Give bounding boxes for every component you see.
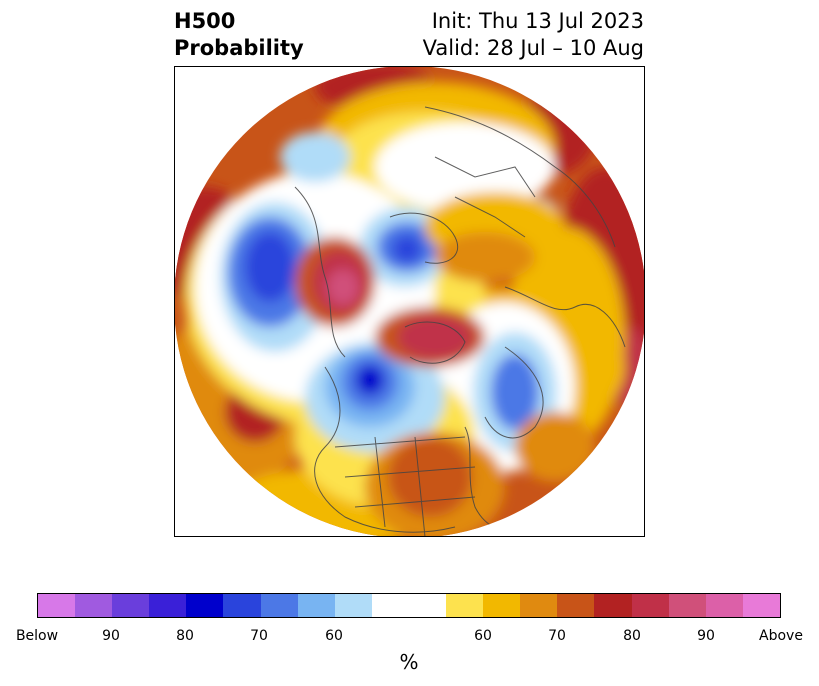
- chart-title: H500 Probability: [174, 8, 304, 62]
- valid-dates: Valid: 28 Jul – 10 Aug: [422, 36, 644, 60]
- colorbar-tick-label: 90: [102, 628, 120, 644]
- colorbar-cell: [594, 594, 632, 617]
- colorbar-cell: [446, 594, 484, 617]
- probability-map: [175, 67, 644, 536]
- colorbar: [37, 593, 781, 618]
- colorbar-cell: [260, 594, 298, 617]
- colorbar-tick-label: 90: [697, 628, 715, 644]
- map-panel: [174, 66, 645, 537]
- colorbar-unit: %: [399, 650, 419, 674]
- colorbar-cell: [408, 594, 447, 617]
- colorbar-cell: [557, 594, 595, 617]
- colorbar-cell: [223, 594, 261, 617]
- colorbar-cell: [705, 594, 743, 617]
- colorbar-cell: [334, 594, 372, 617]
- colorbar-cell: [371, 594, 409, 617]
- colorbar-cell: [297, 594, 335, 617]
- colorbar-cell: [483, 594, 521, 617]
- colorbar-tick-label: Below: [15, 628, 59, 644]
- title-line2: Probability: [174, 36, 304, 60]
- colorbar-cell: [742, 594, 780, 617]
- colorbar-cell: [38, 594, 76, 617]
- coastlines: [294, 106, 626, 536]
- colorbar-tick-label: 60: [325, 628, 343, 644]
- forecast-dates: Init: Thu 13 Jul 2023 Valid: 28 Jul – 10…: [423, 8, 644, 62]
- colorbar-cell: [631, 594, 669, 617]
- colorbar-tick-label: 70: [548, 628, 566, 644]
- colorbar-cell: [75, 594, 113, 617]
- colorbar-tick-label: 80: [623, 628, 641, 644]
- colorbar-cell: [520, 594, 558, 617]
- colorbar-cell: [112, 594, 150, 617]
- probability-field: [175, 67, 644, 536]
- colorbar-tick-label: 70: [250, 628, 268, 644]
- colorbar-tick-label: Above: [759, 628, 803, 644]
- title-line1: H500: [174, 9, 236, 33]
- colorbar-tick-label: 80: [176, 628, 194, 644]
- colorbar-tick-label: 60: [474, 628, 492, 644]
- colorbar-cell: [668, 594, 706, 617]
- colorbar-cell: [186, 594, 224, 617]
- colorbar-cell: [149, 594, 187, 617]
- init-date: Init: Thu 13 Jul 2023: [431, 9, 644, 33]
